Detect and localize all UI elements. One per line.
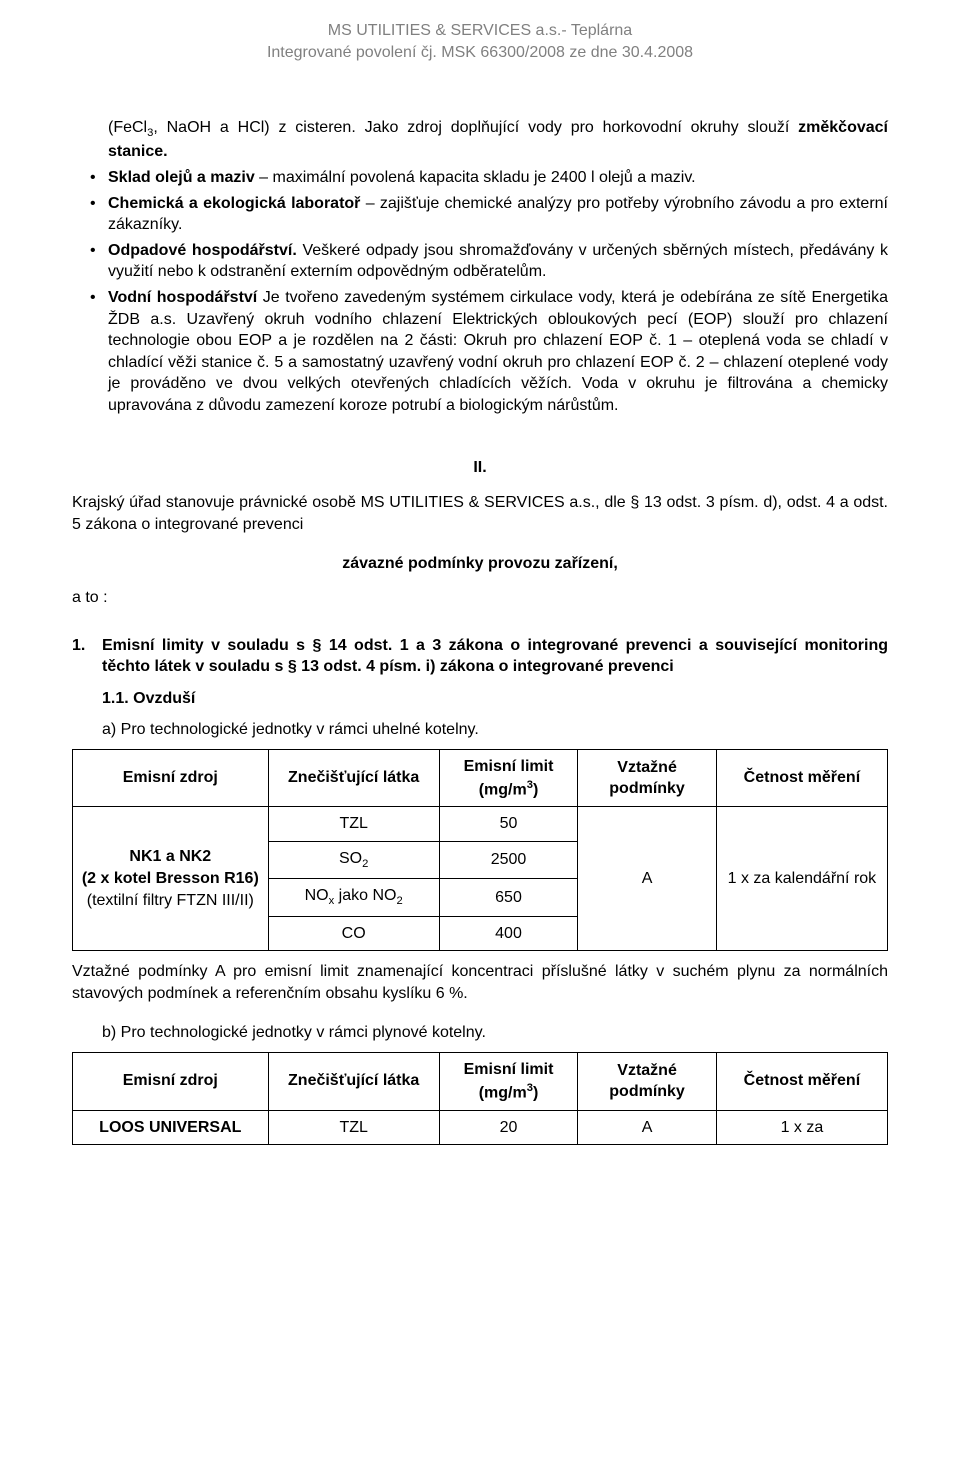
fecl-pre: (FeCl [108,119,147,136]
body-paragraph-1: Krajský úřad stanovuje právnické osobě M… [72,492,888,535]
emissions-table-a: Emisní zdroj Znečišťující látka Emisní l… [72,749,888,951]
cell-cetnost: 1 x za [716,1110,887,1145]
th-vztazne: Vztažné podmínky [578,1053,717,1111]
th-limit: Emisní limit(mg/m3) [439,749,578,807]
num-text: Emisní limity v souladu s § 14 odst. 1 a… [102,637,888,676]
page-header: MS UTILITIES & SERVICES a.s.- Teplárna I… [72,20,888,63]
cell-limit: 650 [439,879,578,916]
section-roman: II. [72,457,888,479]
cell-limit: 2500 [439,842,578,879]
source-regular: (textilní filtry FTZN III/II) [81,890,260,912]
cell-latka: TZL [268,807,439,842]
cell-limit: 400 [439,916,578,951]
bullet-item: Chemická a ekologická laboratoř – zajišť… [72,193,888,236]
bullet-rest: – maximální povolená kapacita skladu je … [255,169,696,186]
cell-latka: SO2 [268,842,439,879]
emissions-table-b: Emisní zdroj Znečišťující látka Emisní l… [72,1052,888,1145]
cell-cetnost: 1 x za kalendářní rok [716,807,887,951]
cell-vztazne: A [578,1110,717,1145]
th-latka: Znečišťující látka [268,749,439,807]
cell-latka: CO [268,916,439,951]
bullet-lead: Chemická a ekologická laboratoř [108,195,360,212]
table-header-row: Emisní zdroj Znečišťující látka Emisní l… [73,1053,888,1111]
th-vztazne: Vztažné podmínky [578,749,717,807]
subsection-1-1: 1.1. Ovzduší [72,688,888,710]
paragraph-after-table-a: Vztažné podmínky A pro emisní limit znam… [72,961,888,1004]
cell-limit: 20 [439,1110,578,1145]
table-header-row: Emisní zdroj Znečišťující látka Emisní l… [73,749,888,807]
table-row: NK1 a NK2 (2 x kotel Bresson R16) (texti… [73,807,888,842]
page-container: MS UTILITIES & SERVICES a.s.- Teplárna I… [0,0,960,1482]
num-marker: 1. [72,635,85,657]
th-zdroj: Emisní zdroj [73,749,269,807]
bullet-item: Odpadové hospodářství. Veškeré odpady js… [72,240,888,283]
source-bold-2: (2 x kotel Bresson R16) [81,868,260,890]
source-bold-1: NK1 a NK2 [81,846,260,868]
numbered-list: 1. Emisní limity v souladu s § 14 odst. … [72,635,888,678]
cell-vztazne: A [578,807,717,951]
bullet-lead: Sklad olejů a maziv [108,169,255,186]
cell-source: NK1 a NK2 (2 x kotel Bresson R16) (texti… [73,807,269,951]
cell-limit: 50 [439,807,578,842]
th-cetnost: Četnost měření [716,749,887,807]
header-line-1: MS UTILITIES & SERVICES a.s.- Teplárna [72,20,888,42]
bullet-list: Sklad olejů a maziv – maximální povolená… [72,167,888,417]
bullet-lead: Odpadové hospodářství. [108,242,297,259]
fecl-post: , NaOH a HCl) z cisteren. Jako zdroj dop… [153,119,798,136]
bullet-item: Vodní hospodářství Je tvořeno zavedeným … [72,287,888,417]
a-to-line: a to : [72,587,888,609]
cell-zdroj: LOOS UNIVERSAL [73,1110,269,1145]
header-line-2: Integrované povolení čj. MSK 66300/2008 … [72,42,888,64]
th-latka: Znečišťující látka [268,1053,439,1111]
bullet-rest: Je tvořeno zavedeným systémem cirkulace … [108,289,888,414]
bullet-item: Sklad olejů a maziv – maximální povolená… [72,167,888,189]
numbered-item-1: 1. Emisní limity v souladu s § 14 odst. … [72,635,888,678]
cell-latka: TZL [268,1110,439,1145]
th-cetnost: Četnost měření [716,1053,887,1111]
sub-a-label: a) Pro technologické jednotky v rámci uh… [72,719,888,741]
sub-b-label: b) Pro technologické jednotky v rámci pl… [72,1022,888,1044]
table-row: LOOS UNIVERSAL TZL 20 A 1 x za [73,1110,888,1145]
bullet-continuation: (FeCl3, NaOH a HCl) z cisteren. Jako zdr… [72,117,888,163]
centered-conditions: závazné podmínky provozu zařízení, [72,553,888,575]
th-limit: Emisní limit(mg/m3) [439,1053,578,1111]
bullet-lead: Vodní hospodářství [108,289,257,306]
cell-latka: NOx jako NO2 [268,879,439,916]
th-zdroj: Emisní zdroj [73,1053,269,1111]
